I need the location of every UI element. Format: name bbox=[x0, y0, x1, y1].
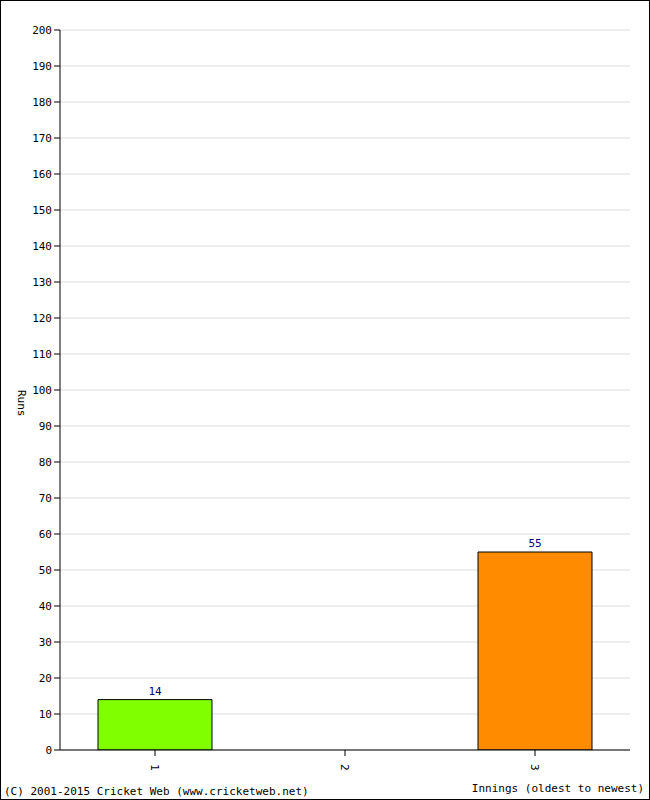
svg-text:10: 10 bbox=[39, 708, 52, 721]
svg-text:120: 120 bbox=[32, 312, 52, 325]
svg-text:110: 110 bbox=[32, 348, 52, 361]
svg-text:Innings (oldest to newest): Innings (oldest to newest) bbox=[472, 782, 642, 795]
svg-text:1: 1 bbox=[148, 764, 161, 771]
svg-text:2: 2 bbox=[338, 764, 351, 771]
svg-text:0: 0 bbox=[45, 744, 52, 757]
svg-text:190: 190 bbox=[32, 60, 52, 73]
svg-text:70: 70 bbox=[39, 492, 52, 505]
svg-text:60: 60 bbox=[39, 528, 52, 541]
svg-text:90: 90 bbox=[39, 420, 52, 433]
svg-text:200: 200 bbox=[32, 24, 52, 37]
svg-text:14: 14 bbox=[148, 685, 162, 698]
svg-text:30: 30 bbox=[39, 636, 52, 649]
svg-text:180: 180 bbox=[32, 96, 52, 109]
svg-text:40: 40 bbox=[39, 600, 52, 613]
svg-text:55: 55 bbox=[528, 537, 541, 550]
html-text:(C) 2001-2015 Cricket Web (www: (C) 2001-2015 Cricket Web (www.cricketwe… bbox=[4, 785, 309, 798]
svg-text:170: 170 bbox=[32, 132, 52, 145]
svg-text:100: 100 bbox=[32, 384, 52, 397]
svg-text:160: 160 bbox=[32, 168, 52, 181]
svg-text:50: 50 bbox=[39, 564, 52, 577]
svg-text:140: 140 bbox=[32, 240, 52, 253]
svg-text:Runs: Runs bbox=[15, 390, 28, 417]
svg-text:3: 3 bbox=[528, 764, 541, 771]
svg-text:130: 130 bbox=[32, 276, 52, 289]
svg-text:80: 80 bbox=[39, 456, 52, 469]
svg-text:150: 150 bbox=[32, 204, 52, 217]
svg-text:20: 20 bbox=[39, 672, 52, 685]
